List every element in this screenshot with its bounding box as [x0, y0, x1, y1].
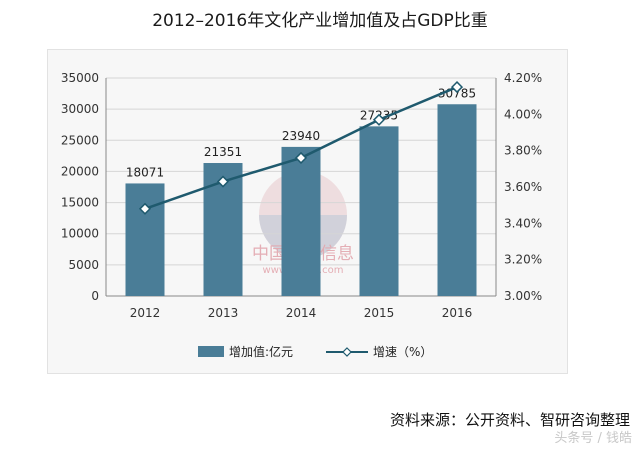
chart-svg: 中国产业信息www.chyxx.com050001000015000200002… — [61, 71, 542, 359]
x-tick-label: 2013 — [208, 306, 239, 320]
y-left-tick-label: 25000 — [61, 133, 99, 147]
y-left-tick-label: 30000 — [61, 102, 99, 116]
x-tick-label: 2016 — [442, 306, 473, 320]
legend-label-line: 增速（%） — [373, 345, 432, 359]
bar-data-label: 21351 — [204, 145, 242, 159]
x-tick-label: 2014 — [286, 306, 317, 320]
y-left-tick-label: 15000 — [61, 196, 99, 210]
y-left-tick-label: 10000 — [61, 227, 99, 241]
bar-2015 — [359, 126, 399, 296]
legend-swatch-marker — [342, 347, 352, 357]
bar-data-label: 23940 — [282, 129, 320, 143]
growth-marker-2015 — [372, 113, 386, 126]
legend-swatch-bar — [198, 346, 224, 357]
y-left-tick-label: 35000 — [61, 71, 99, 85]
y-left-tick-label: 5000 — [68, 258, 99, 272]
y-right-tick-label: 4.00% — [504, 107, 542, 121]
x-tick-label: 2015 — [364, 306, 395, 320]
watermark-text: 头条号 / 钱皓 — [554, 431, 632, 446]
growth-marker-2013 — [216, 175, 230, 188]
x-tick-label: 2012 — [130, 306, 161, 320]
y-left-tick-label: 20000 — [61, 164, 99, 178]
growth-marker-2014 — [294, 151, 308, 164]
y-right-tick-label: 3.60% — [504, 180, 542, 194]
bar-2014 — [281, 146, 321, 296]
bar-2012 — [125, 183, 165, 296]
y-right-tick-label: 3.00% — [504, 289, 542, 303]
chart-area: 中国产业信息www.chyxx.com050001000015000200002… — [47, 49, 568, 374]
y-left-tick-label: 0 — [91, 289, 99, 303]
y-right-tick-label: 4.20% — [504, 71, 542, 85]
growth-marker-2016 — [450, 81, 464, 94]
legend-label-bar: 增加值:亿元 — [229, 344, 293, 359]
growth-marker-2012 — [138, 202, 152, 215]
y-right-tick-label: 3.20% — [504, 253, 542, 267]
y-right-tick-label: 3.40% — [504, 216, 542, 230]
chart-title: 2012–2016年文化产业增加值及占GDP比重 — [152, 11, 488, 31]
bar-2016 — [437, 104, 477, 296]
bar-data-label: 18071 — [126, 165, 164, 179]
source-note: 资料来源：公开资料、智研咨询整理 — [389, 411, 630, 429]
y-right-tick-label: 3.80% — [504, 144, 542, 158]
